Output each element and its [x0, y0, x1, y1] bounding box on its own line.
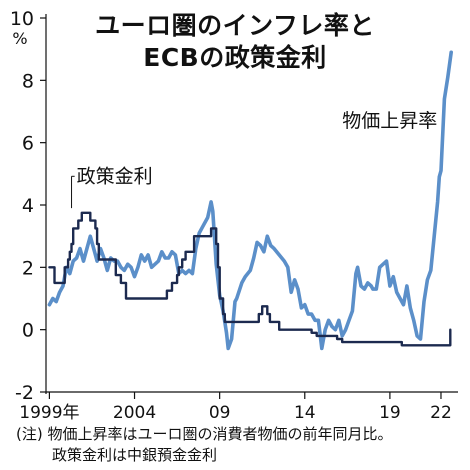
chart-title-line-1: ユーロ圏のインフレ率と	[95, 11, 375, 40]
series-line-inflation	[47, 50, 453, 351]
x-tick-label: 14	[294, 403, 316, 423]
y-tick-label: 2	[22, 257, 34, 279]
footnote-line-1: (注) 物価上昇率はユーロ圏の消費者物価の前年同月比。	[16, 425, 393, 443]
x-tick-label: 2004	[113, 403, 156, 423]
footnote-line-2: 政策金利は中銀預金金利	[52, 446, 218, 464]
x-tick-label: 19	[379, 403, 401, 423]
annotation-inflation: 物価上昇率	[342, 110, 437, 132]
y-unit-label: %	[12, 29, 27, 48]
y-tick-label: 0	[22, 320, 34, 342]
y-tick-label: 4	[22, 195, 34, 217]
annotation-policy-rate: 政策金利	[77, 165, 153, 187]
x-tick-label: 1999年	[19, 403, 79, 423]
x-tick-label: 09	[209, 403, 231, 423]
x-tick-label: 22	[430, 403, 452, 423]
series-line-policy-rate	[48, 211, 452, 347]
y-tick-label: 6	[22, 133, 34, 155]
y-tick-label: 10	[10, 8, 34, 30]
y-tick-label: 8	[22, 70, 34, 92]
chart-title-line-2: ECBの政策金利	[143, 43, 327, 72]
y-tick-label: -2	[15, 382, 34, 404]
